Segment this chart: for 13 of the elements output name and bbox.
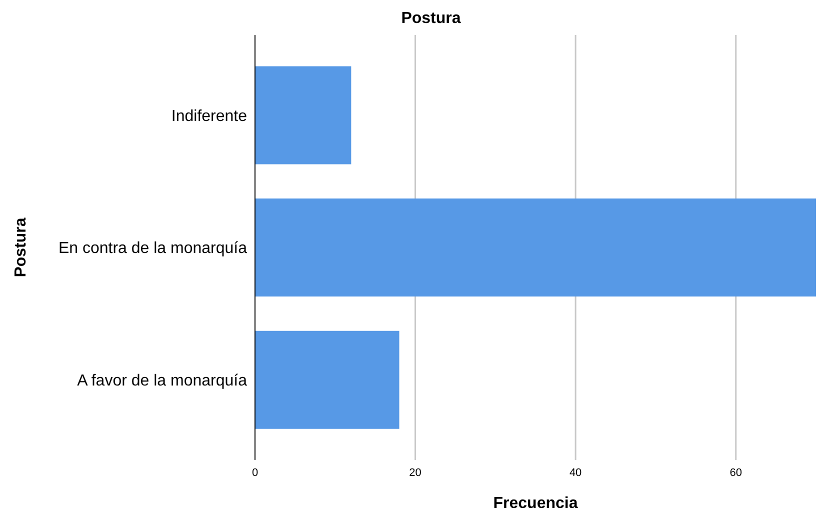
x-tick-label: 60 (730, 466, 742, 479)
x-axis-title: Frecuencia (493, 495, 578, 509)
bar (255, 198, 816, 297)
y-tick-label: En contra de la monarquía (58, 240, 248, 258)
x-tick-label: 40 (569, 466, 582, 479)
bar (255, 330, 400, 429)
y-axis-title: Postura (12, 218, 30, 278)
y-tick-label: A favor de la monarquía (77, 372, 248, 390)
y-tick-label: Indiferente (171, 108, 248, 125)
x-tick-label: 0 (252, 466, 258, 479)
bar (255, 66, 352, 164)
chart-title: Postura (400, 10, 462, 28)
x-tick-label: 20 (409, 466, 422, 479)
